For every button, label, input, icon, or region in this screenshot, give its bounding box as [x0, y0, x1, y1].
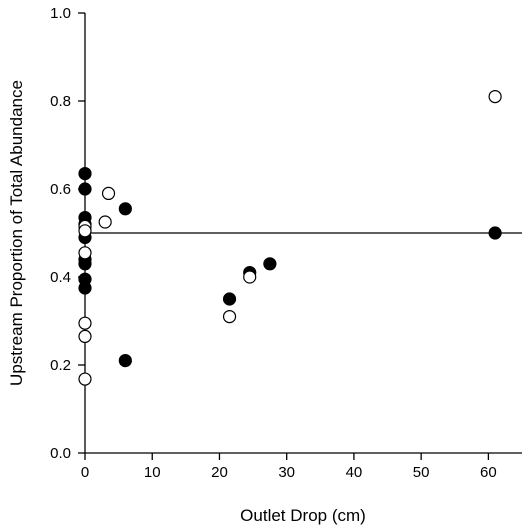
x-tick-label: 10	[144, 464, 161, 481]
filled-point	[222, 292, 237, 306]
x-axis: 0 10 20 30 40 50 60 Outlet Drop (cm)	[81, 452, 522, 525]
y-tick-label: 0.0	[50, 445, 71, 462]
filled-point	[78, 257, 92, 271]
open-point	[101, 186, 116, 200]
open-point	[98, 215, 112, 229]
filled-point	[78, 167, 92, 181]
open-point	[78, 329, 92, 343]
x-axis-title: Outlet Drop (cm)	[240, 506, 366, 525]
open-point	[243, 270, 257, 284]
open-point	[78, 246, 92, 260]
open-point	[222, 310, 237, 324]
open-point	[78, 316, 92, 330]
filled-point	[488, 226, 502, 240]
x-tick-label: 50	[413, 464, 430, 481]
x-tick-label: 30	[278, 464, 295, 481]
open-point	[78, 372, 92, 386]
y-tick-label: 0.4	[50, 269, 71, 286]
y-axis-title: Upstream Proportion of Total Abundance	[7, 80, 26, 386]
x-tick-label: 20	[211, 464, 228, 481]
y-tick-label: 1.0	[50, 5, 71, 22]
filled-point	[78, 281, 92, 295]
x-tick-label: 60	[480, 464, 497, 481]
filled-point	[263, 257, 277, 271]
filled-point	[118, 202, 132, 216]
x-tick-label: 40	[346, 464, 363, 481]
open-point	[78, 224, 92, 238]
y-tick-label: 0.6	[50, 181, 71, 198]
data-points	[78, 89, 502, 386]
y-axis: 0.0 0.2 0.4 0.6 0.8 1.0 Upstream Proportion o…	[7, 5, 86, 462]
x-tick-label: 0	[81, 464, 89, 481]
x-ticks: 0 10 20 30 40 50 60	[81, 453, 497, 481]
y-tick-label: 0.8	[50, 93, 71, 110]
y-ticks: 0.0 0.2 0.4 0.6 0.8 1.0	[50, 5, 85, 462]
filled-point	[78, 182, 92, 196]
y-tick-label: 0.2	[50, 357, 71, 374]
open-point	[488, 89, 502, 104]
filled-point	[118, 354, 132, 368]
